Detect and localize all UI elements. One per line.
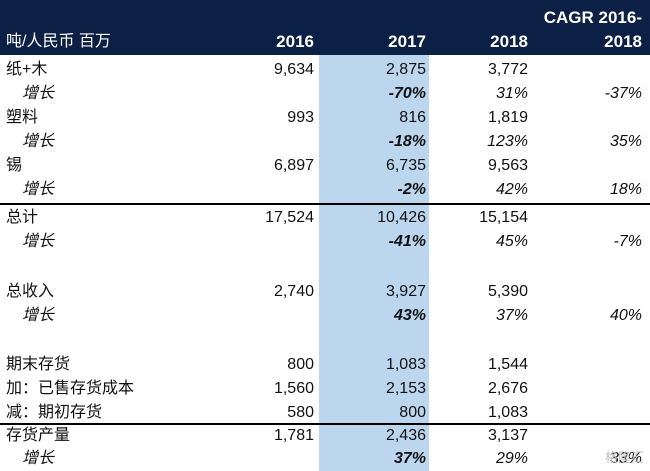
cell-production-2017: 2,436 — [385, 427, 426, 444]
row-label-revenue-growth: 增长 — [22, 307, 55, 324]
cell-less-opening-2016: 580 — [287, 404, 314, 421]
cell-less-opening-2018: 1,083 — [487, 404, 528, 421]
header-cagr-line2: 2018 — [604, 32, 642, 51]
cell-ending-inventory-2018: 1,544 — [487, 356, 528, 373]
cell-production-2016: 1,781 — [273, 427, 314, 444]
cell-production-2018: 3,137 — [487, 427, 528, 444]
cell-tin-growth-2017: -2% — [397, 181, 426, 198]
cell-paper-wood-2018: 3,772 — [487, 61, 528, 78]
header-2018: 2018 — [490, 32, 528, 51]
cell-revenue-growth-2018: 37% — [495, 307, 528, 324]
cell-revenue-2017: 3,927 — [385, 283, 426, 300]
rule-above-total — [0, 203, 650, 205]
cell-tin-2016: 6,897 — [273, 157, 314, 174]
cell-plastic-2016: 993 — [287, 109, 314, 126]
cell-revenue-growth-cagr: 40% — [609, 307, 642, 324]
cell-total-2016: 17,524 — [265, 209, 314, 226]
row-label-plastic-growth: 增长 — [22, 133, 55, 150]
row-label-tin: 锡 — [6, 157, 23, 174]
cell-plastic-growth-2017: -18% — [388, 133, 426, 150]
row-label-total: 总计 — [6, 209, 39, 226]
cell-plastic-growth-2018: 123% — [487, 133, 528, 150]
cell-total-growth-cagr: -7% — [613, 233, 642, 250]
cell-tin-growth-2018: 42% — [495, 181, 528, 198]
cell-total-growth-2017: -41% — [388, 233, 426, 250]
row-label-plastic: 塑料 — [6, 109, 39, 126]
cell-plastic-growth-cagr: 35% — [609, 133, 642, 150]
cell-paper-wood-growth-2018: 31% — [495, 85, 528, 102]
watermark: 格隆汇 — [604, 450, 644, 465]
row-label-paper-wood-growth: 增长 — [22, 85, 55, 102]
row-label-tin-growth: 增长 — [22, 181, 55, 198]
header-2017: 2017 — [388, 32, 426, 51]
row-label-production-growth: 增长 — [22, 450, 55, 467]
cell-total-2018: 15,154 — [479, 209, 528, 226]
header-unit-label: 吨/人民币 百万 — [6, 33, 111, 50]
cell-add-cogs-2016: 1,560 — [273, 380, 314, 397]
cell-add-cogs-2017: 2,153 — [385, 380, 426, 397]
cell-tin-2018: 9,563 — [487, 157, 528, 174]
cell-less-opening-2017: 800 — [399, 404, 426, 421]
cell-total-2017: 10,426 — [377, 209, 426, 226]
cell-paper-wood-growth-2017: -70% — [388, 85, 426, 102]
cell-revenue-growth-2017: 43% — [393, 307, 426, 324]
cell-revenue-2016: 2,740 — [273, 283, 314, 300]
cell-production-growth-cagr: 33% — [609, 450, 642, 467]
row-label-less-opening: 减：期初存货 — [6, 404, 103, 421]
rule-above-production — [0, 423, 650, 425]
cell-plastic-2018: 1,819 — [487, 109, 528, 126]
highlight-column-2017 — [319, 55, 429, 471]
row-label-revenue: 总收入 — [6, 283, 55, 300]
row-label-ending-inventory: 期末存货 — [6, 356, 71, 373]
header-cagr-line1: CAGR 2016- — [543, 8, 642, 27]
row-label-add-cogs: 加：已售存货成本 — [6, 380, 135, 397]
cell-production-growth-2017: 37% — [393, 450, 426, 467]
cell-paper-wood-2017: 2,875 — [385, 61, 426, 78]
cell-production-growth-2018: 29% — [495, 450, 528, 467]
row-label-total-growth: 增长 — [22, 233, 55, 250]
table-header-bar — [0, 0, 650, 55]
row-label-production: 存货产量 — [6, 427, 71, 444]
cell-ending-inventory-2017: 1,083 — [385, 356, 426, 373]
cell-revenue-2018: 5,390 — [487, 283, 528, 300]
row-label-paper-wood: 纸+木 — [6, 61, 48, 78]
cell-add-cogs-2018: 2,676 — [487, 380, 528, 397]
cell-plastic-2017: 816 — [399, 109, 426, 126]
cell-total-growth-2018: 45% — [495, 233, 528, 250]
cell-tin-growth-cagr: 18% — [609, 181, 642, 198]
cell-paper-wood-2016: 9,634 — [273, 61, 314, 78]
cell-tin-2017: 6,735 — [385, 157, 426, 174]
header-2016: 2016 — [276, 32, 314, 51]
cell-ending-inventory-2016: 800 — [287, 356, 314, 373]
cell-paper-wood-growth-cagr: -37% — [604, 85, 642, 102]
